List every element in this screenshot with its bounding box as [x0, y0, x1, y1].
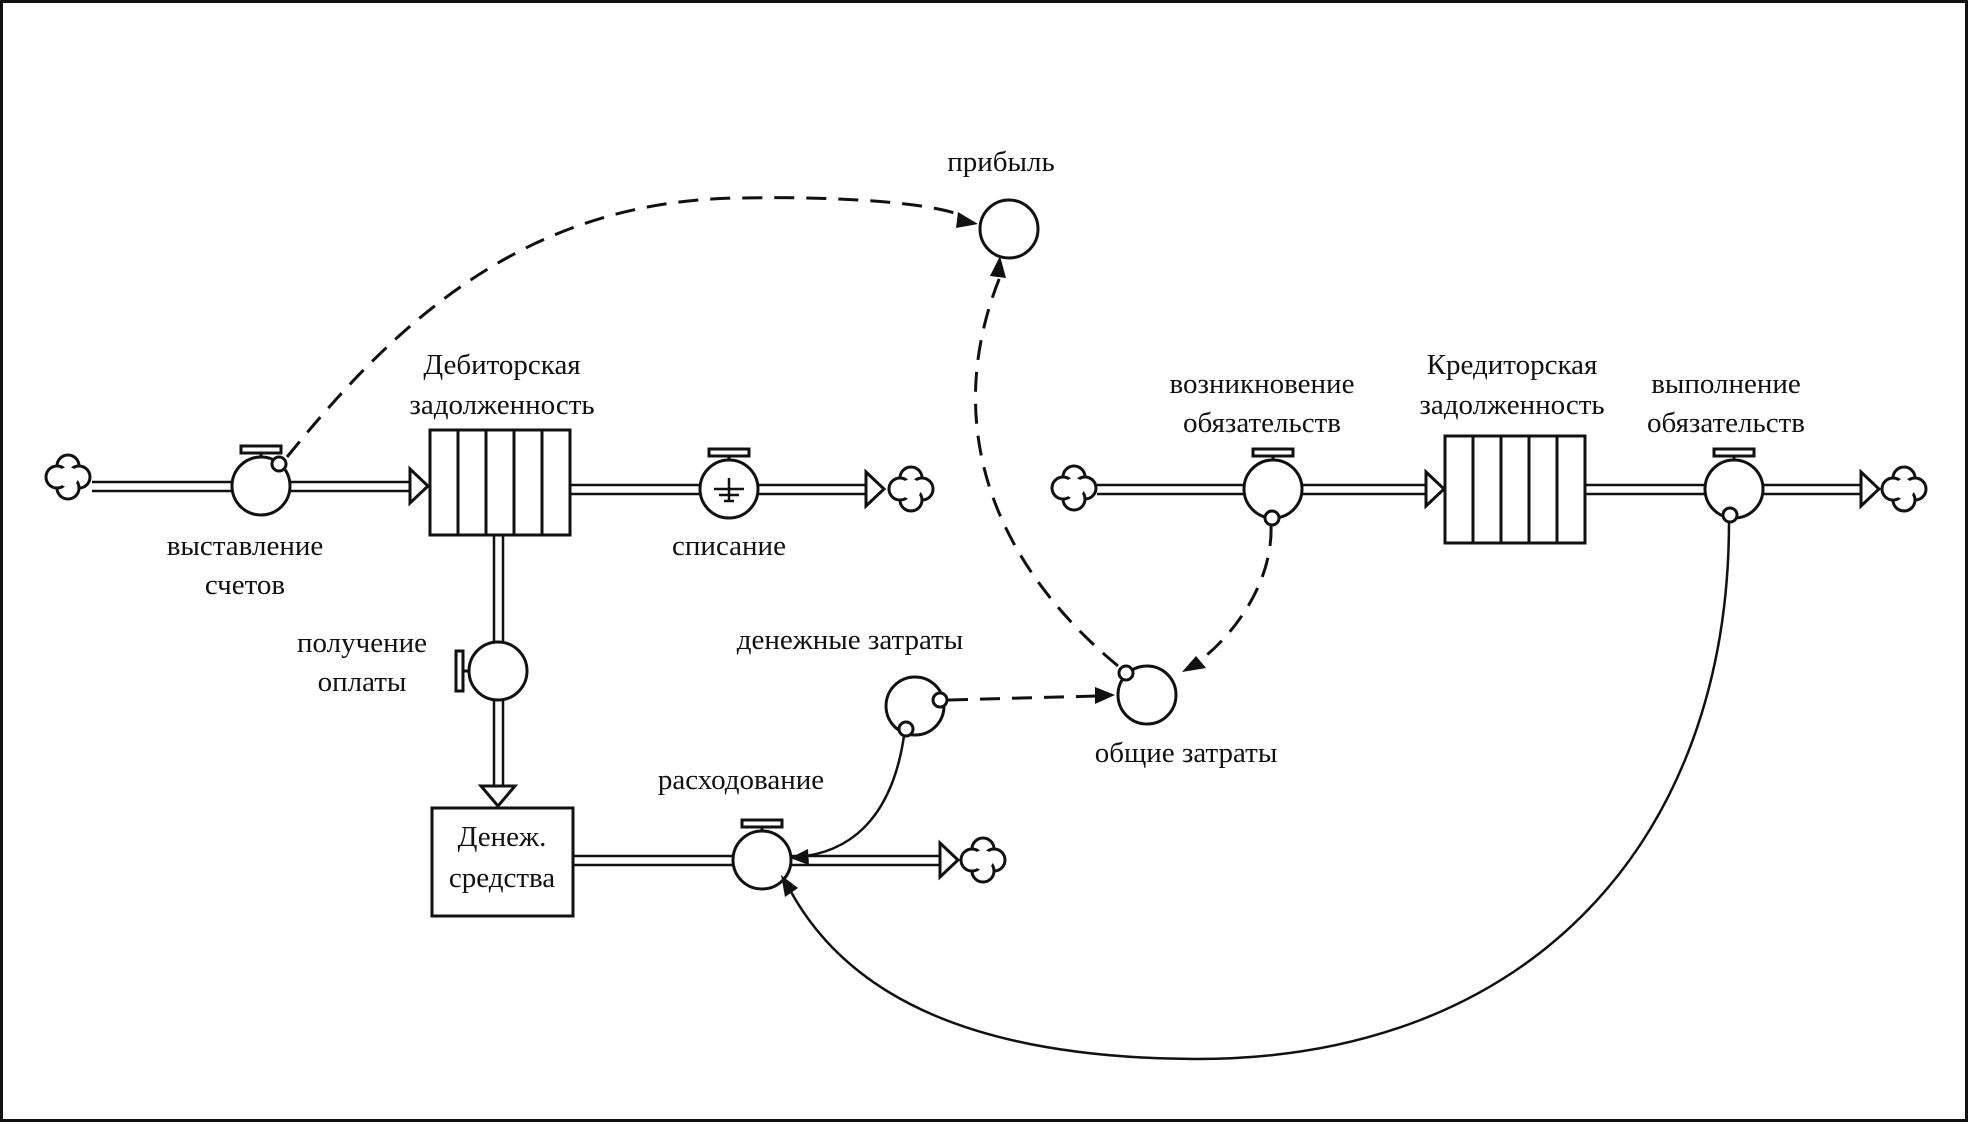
- flow-spending[interactable]: [731, 818, 793, 891]
- label-payables-line1: Кредиторская: [1427, 349, 1598, 381]
- label-cash-line2: средства: [449, 862, 555, 894]
- source-cloud-icon: [1050, 464, 1098, 512]
- stock-payables[interactable]: [1443, 434, 1587, 545]
- link-liab-fulfil-to-spending: [781, 521, 1731, 1061]
- flow-invoicing[interactable]: [230, 444, 292, 517]
- flow-liab-fulfil[interactable]: [1703, 447, 1765, 524]
- label-invoicing-line2: счетов: [205, 569, 285, 601]
- sink-cloud-icon: [887, 465, 935, 513]
- source-cloud-icon: [44, 453, 92, 501]
- label-profit: прибыль: [947, 146, 1054, 178]
- label-cash-line1: Денеж.: [458, 821, 547, 853]
- label-invoicing-line1: выставление: [167, 530, 324, 562]
- flow-writeoff[interactable]: [698, 447, 760, 520]
- label-payables-line2: задолженность: [1419, 389, 1604, 421]
- label-writeoff: списание: [672, 530, 786, 562]
- link-invoicing-to-profit: [285, 196, 978, 458]
- ground-icon: [714, 478, 744, 503]
- label-liab-arise-line1: возникновение: [1170, 368, 1355, 400]
- link-liab-arise-to-total-costs: [1182, 525, 1273, 672]
- sink-cloud-icon: [959, 836, 1007, 884]
- link-total-costs-to-profit: [974, 256, 1119, 668]
- label-receivables-line2: задолженность: [409, 389, 594, 421]
- flow-liab-arise[interactable]: [1242, 447, 1304, 527]
- flow-payment[interactable]: [454, 640, 529, 702]
- valve-icon: [454, 649, 469, 693]
- aux-cash-costs[interactable]: [884, 675, 949, 738]
- sink-cloud-icon: [1880, 465, 1928, 513]
- label-payment-line1: получение: [297, 627, 427, 659]
- label-cash-costs: денежные затраты: [737, 624, 964, 656]
- label-liab-fulfil-line1: выполнение: [1651, 368, 1801, 400]
- label-spending: расходование: [658, 764, 824, 796]
- aux-total-costs[interactable]: [1116, 664, 1178, 726]
- stock-cash[interactable]: [430, 806, 575, 918]
- label-receivables-line1: Дебиторская: [423, 349, 580, 381]
- label-total-costs: общие затраты: [1095, 737, 1278, 769]
- label-liab-fulfil-line2: обязательств: [1647, 407, 1805, 439]
- aux-profit[interactable]: [978, 198, 1040, 260]
- label-liab-arise-line2: обязательств: [1183, 407, 1341, 439]
- label-payment-line2: оплаты: [318, 666, 407, 698]
- stock-receivables[interactable]: [428, 428, 572, 537]
- link-cash-costs-to-total-costs: [947, 687, 1115, 704]
- link-cash-costs-to-spending: [790, 735, 906, 865]
